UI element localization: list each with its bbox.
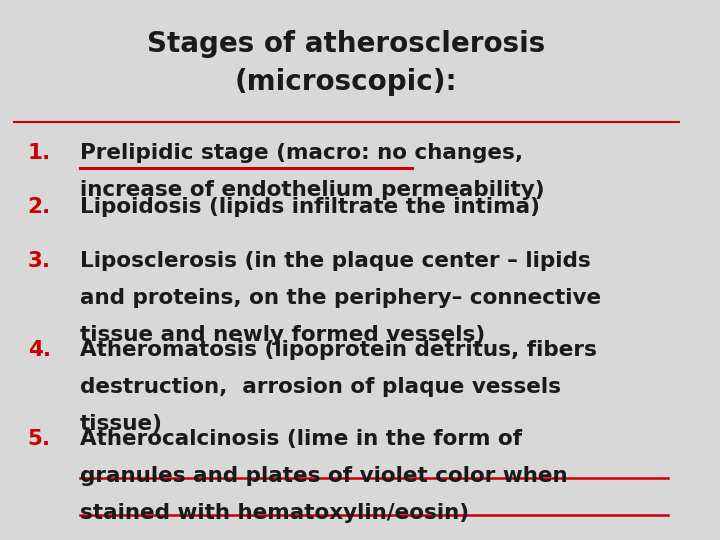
Text: tissue): tissue) — [80, 414, 163, 434]
Text: Atheromatosis (lipoprotein detritus, fibers: Atheromatosis (lipoprotein detritus, fib… — [80, 340, 597, 360]
Text: 1.: 1. — [27, 143, 51, 163]
Text: stained with hematoxylin/eosin): stained with hematoxylin/eosin) — [80, 503, 469, 523]
Text: increase of endothelium permeability): increase of endothelium permeability) — [80, 180, 544, 200]
Text: Stages of atherosclerosis: Stages of atherosclerosis — [147, 30, 546, 58]
Text: and proteins, on the periphery– connective: and proteins, on the periphery– connecti… — [80, 288, 600, 308]
Text: Atherocalcinosis (lime in the form of: Atherocalcinosis (lime in the form of — [80, 429, 522, 449]
Text: Prelipidic stage (macro: no changes,: Prelipidic stage (macro: no changes, — [80, 143, 523, 163]
Text: tissue and newly formed vessels): tissue and newly formed vessels) — [80, 325, 485, 345]
Text: Liposclerosis (in the plaque center – lipids: Liposclerosis (in the plaque center – li… — [80, 251, 590, 271]
Text: granules and plates of violet color when: granules and plates of violet color when — [80, 466, 567, 486]
Text: 2.: 2. — [27, 197, 51, 217]
Text: 5.: 5. — [27, 429, 51, 449]
Text: 4.: 4. — [27, 340, 51, 360]
Text: Lipoidosis (lipids infiltrate the intima): Lipoidosis (lipids infiltrate the intima… — [80, 197, 540, 217]
Text: 3.: 3. — [27, 251, 51, 271]
Text: destruction,  arrosion of plaque vessels: destruction, arrosion of plaque vessels — [80, 377, 561, 397]
Text: (microscopic):: (microscopic): — [235, 68, 458, 96]
